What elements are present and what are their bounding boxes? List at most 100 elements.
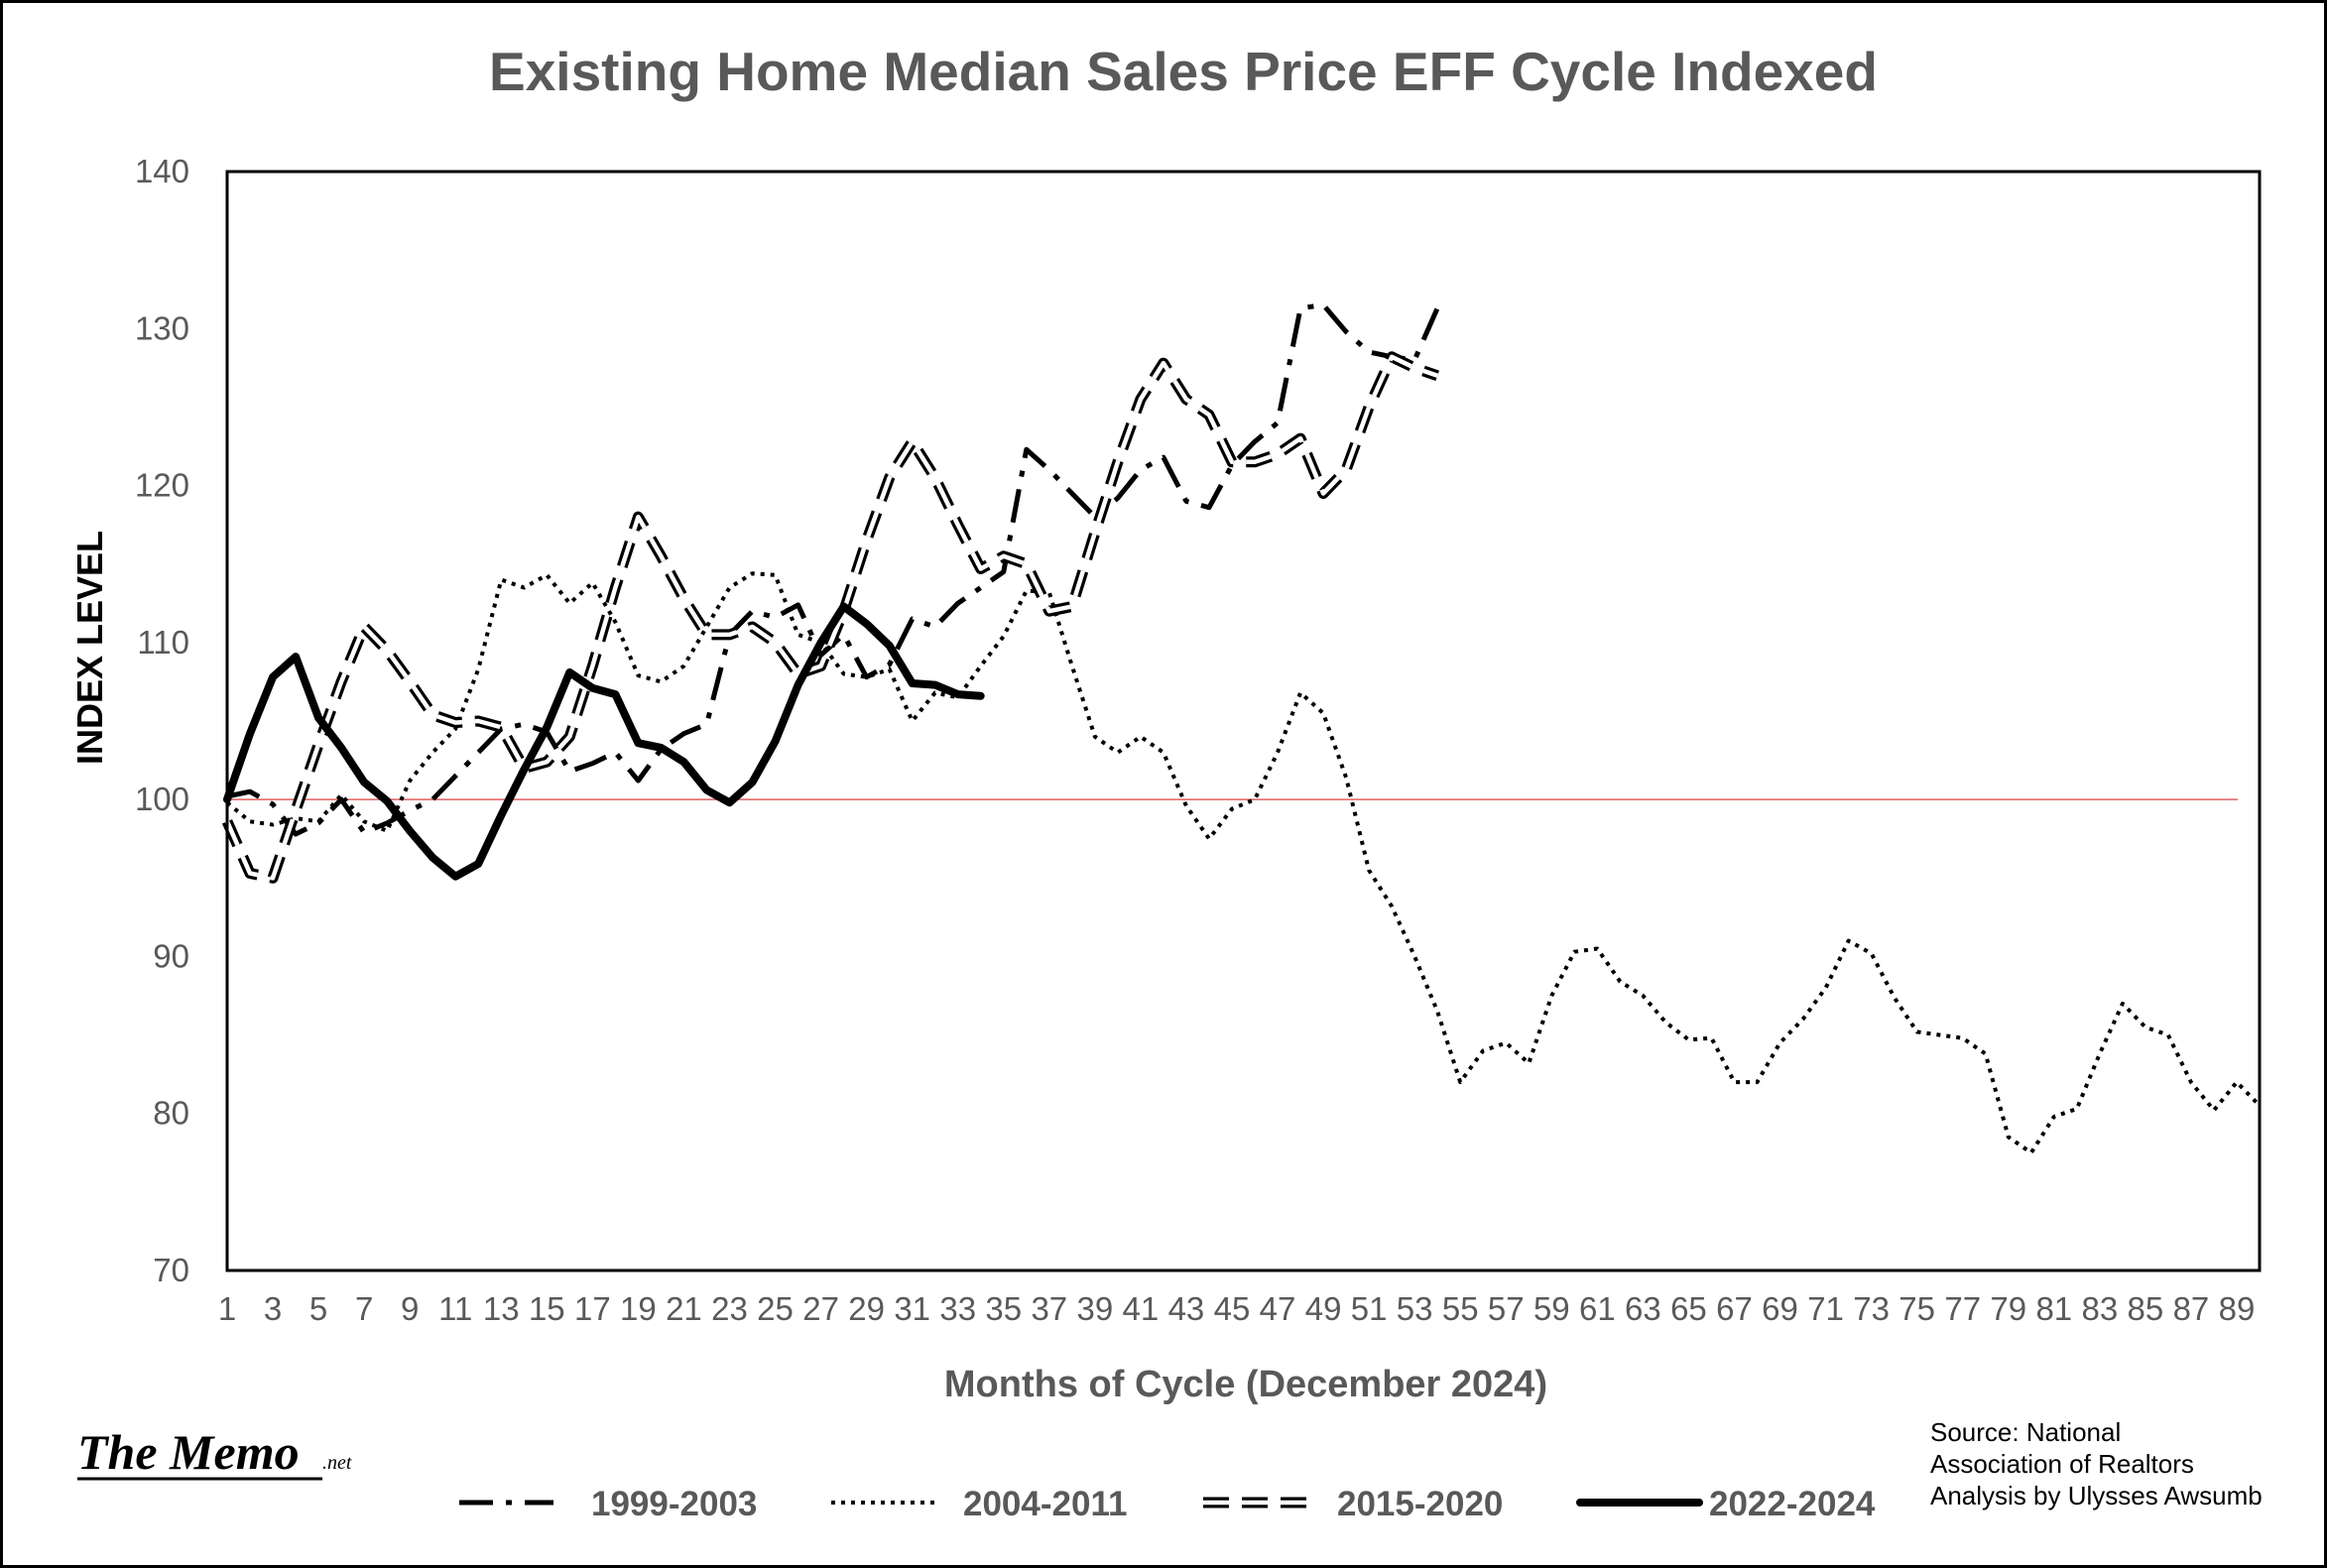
x-tick-label: 89 — [2219, 1290, 2256, 1327]
data-point-2004-2011 — [1825, 988, 1826, 989]
data-point-1999-2003 — [1278, 422, 1279, 423]
data-point-2015-2020 — [934, 477, 935, 478]
x-tick-label: 87 — [2173, 1290, 2210, 1327]
y-tick-label: 80 — [153, 1095, 189, 1132]
data-point-1999-2003 — [752, 611, 753, 612]
data-point-2004-2011 — [661, 681, 662, 682]
x-tick-label: 27 — [802, 1290, 839, 1327]
x-tick-label: 65 — [1670, 1290, 1707, 1327]
data-point-2004-2011 — [1711, 1037, 1712, 1038]
data-point-2015-2020 — [1026, 563, 1027, 564]
data-point-2004-2011 — [1323, 713, 1324, 714]
data-point-2015-2020 — [296, 810, 297, 811]
data-point-2004-2011 — [1529, 1063, 1530, 1064]
x-tick-label: 55 — [1442, 1290, 1479, 1327]
data-point-2015-2020 — [410, 681, 411, 682]
source-note: Source: National Association of Realtors… — [1930, 1417, 2263, 1510]
x-tick-label: 63 — [1625, 1290, 1661, 1327]
y-tick-label: 130 — [135, 309, 189, 346]
x-tick-label: 59 — [1533, 1290, 1570, 1327]
source-line-3: Analysis by Ulysses Awsumb — [1930, 1481, 2263, 1510]
data-point-2004-2011 — [980, 665, 981, 666]
data-point-2004-2011 — [775, 574, 776, 575]
y-tick-label: 140 — [135, 153, 189, 189]
source-line-1: Source: National — [1930, 1417, 2121, 1447]
data-point-1999-2003 — [410, 810, 411, 811]
x-tick-label: 21 — [666, 1290, 702, 1327]
data-point-1999-2003 — [706, 724, 707, 725]
x-tick-label: 29 — [848, 1290, 885, 1327]
x-tick-label: 61 — [1579, 1290, 1616, 1327]
data-point-2015-2020 — [318, 744, 319, 745]
brand-suffix: .net — [322, 1452, 352, 1474]
data-point-1999-2003 — [569, 771, 570, 772]
data-point-1999-2003 — [1323, 304, 1324, 305]
legend-item-2015-2020: 2015-2020 — [1203, 1485, 1503, 1523]
data-point-2004-2011 — [2030, 1152, 2031, 1153]
data-point-2004-2011 — [2076, 1109, 2077, 1110]
data-point-1999-2003 — [775, 617, 776, 618]
legend-label-2022-2024: 2022-2024 — [1709, 1485, 1876, 1523]
x-tick-label: 11 — [438, 1290, 472, 1327]
data-point-1999-2003 — [843, 634, 844, 635]
y-tick-label: 110 — [137, 624, 189, 661]
data-point-2004-2011 — [2237, 1082, 2238, 1083]
data-point-2004-2011 — [1894, 997, 1895, 998]
y-tick-label: 120 — [135, 467, 189, 504]
data-point-2004-2011 — [2214, 1110, 2215, 1111]
x-tick-label: 69 — [1762, 1290, 1798, 1327]
x-tick-label: 35 — [985, 1290, 1022, 1327]
legend-label-2004-2011: 2004-2011 — [963, 1485, 1127, 1523]
y-axis-label: INDEX LEVEL — [69, 531, 110, 765]
data-point-2004-2011 — [1003, 636, 1004, 637]
plot-area-border — [225, 170, 2262, 1272]
data-point-2015-2020 — [432, 714, 433, 715]
data-point-2004-2011 — [1437, 1011, 1438, 1012]
x-tick-label: 31 — [894, 1290, 930, 1327]
x-tick-label: 67 — [1716, 1290, 1753, 1327]
x-tick-label: 49 — [1305, 1290, 1342, 1327]
x-tick-label: 53 — [1397, 1290, 1433, 1327]
x-tick-label: 77 — [1944, 1290, 1981, 1327]
y-axis-ticks: 70 80 90 100 110 120 130 140 — [135, 153, 189, 1288]
x-tick-label: 83 — [2081, 1290, 2118, 1327]
x-tick-label: 9 — [401, 1290, 419, 1327]
x-tick-label: 1 — [218, 1290, 236, 1327]
x-axis-ticks: 1 3 5 7 9 11 13 15 17 19 21 23 25 27 29 31 33 35 37 39 41 43 4… — [218, 1290, 2256, 1327]
data-point-2004-2011 — [797, 634, 798, 635]
x-tick-label: 75 — [1898, 1290, 1935, 1327]
data-point-2004-2011 — [912, 721, 913, 722]
x-axis-label: Months of Cycle (December 2024) — [944, 1364, 1547, 1405]
y-tick-label: 100 — [135, 781, 189, 817]
data-point-1999-2003 — [934, 627, 935, 628]
data-point-2004-2011 — [1985, 1053, 1986, 1054]
data-point-2004-2011 — [1688, 1039, 1689, 1040]
x-tick-label: 81 — [2035, 1290, 2072, 1327]
data-point-2004-2011 — [1734, 1082, 1735, 1083]
data-point-2004-2011 — [1140, 736, 1141, 737]
y-tick-label: 90 — [153, 937, 189, 974]
data-point-2004-2011 — [432, 752, 433, 753]
x-tick-label: 51 — [1351, 1290, 1388, 1327]
data-point-1999-2003 — [1048, 469, 1049, 470]
x-tick-label: 85 — [2128, 1290, 2164, 1327]
data-point-2004-2011 — [1209, 838, 1210, 839]
data-point-2004-2011 — [706, 627, 707, 628]
data-point-2015-2020 — [1369, 407, 1370, 408]
x-tick-label: 33 — [939, 1290, 976, 1327]
data-point-2004-2011 — [1962, 1037, 1963, 1038]
x-tick-label: 47 — [1260, 1290, 1296, 1327]
data-point-2015-2020 — [683, 598, 684, 599]
data-point-2004-2011 — [569, 603, 570, 604]
data-point-1999-2003 — [364, 832, 365, 833]
series-line-2022-2024 — [223, 602, 985, 881]
data-point-2004-2011 — [547, 574, 548, 575]
series-2004-2011 — [225, 571, 2262, 1155]
legend-label-2015-2020: 2015-2020 — [1337, 1485, 1503, 1523]
data-point-2004-2011 — [2144, 1026, 2145, 1027]
series-line-2015-2020-inner — [224, 354, 1438, 881]
y-tick-label: 70 — [153, 1252, 189, 1288]
series-layer — [221, 302, 2262, 1155]
data-point-1999-2003 — [1414, 359, 1415, 360]
